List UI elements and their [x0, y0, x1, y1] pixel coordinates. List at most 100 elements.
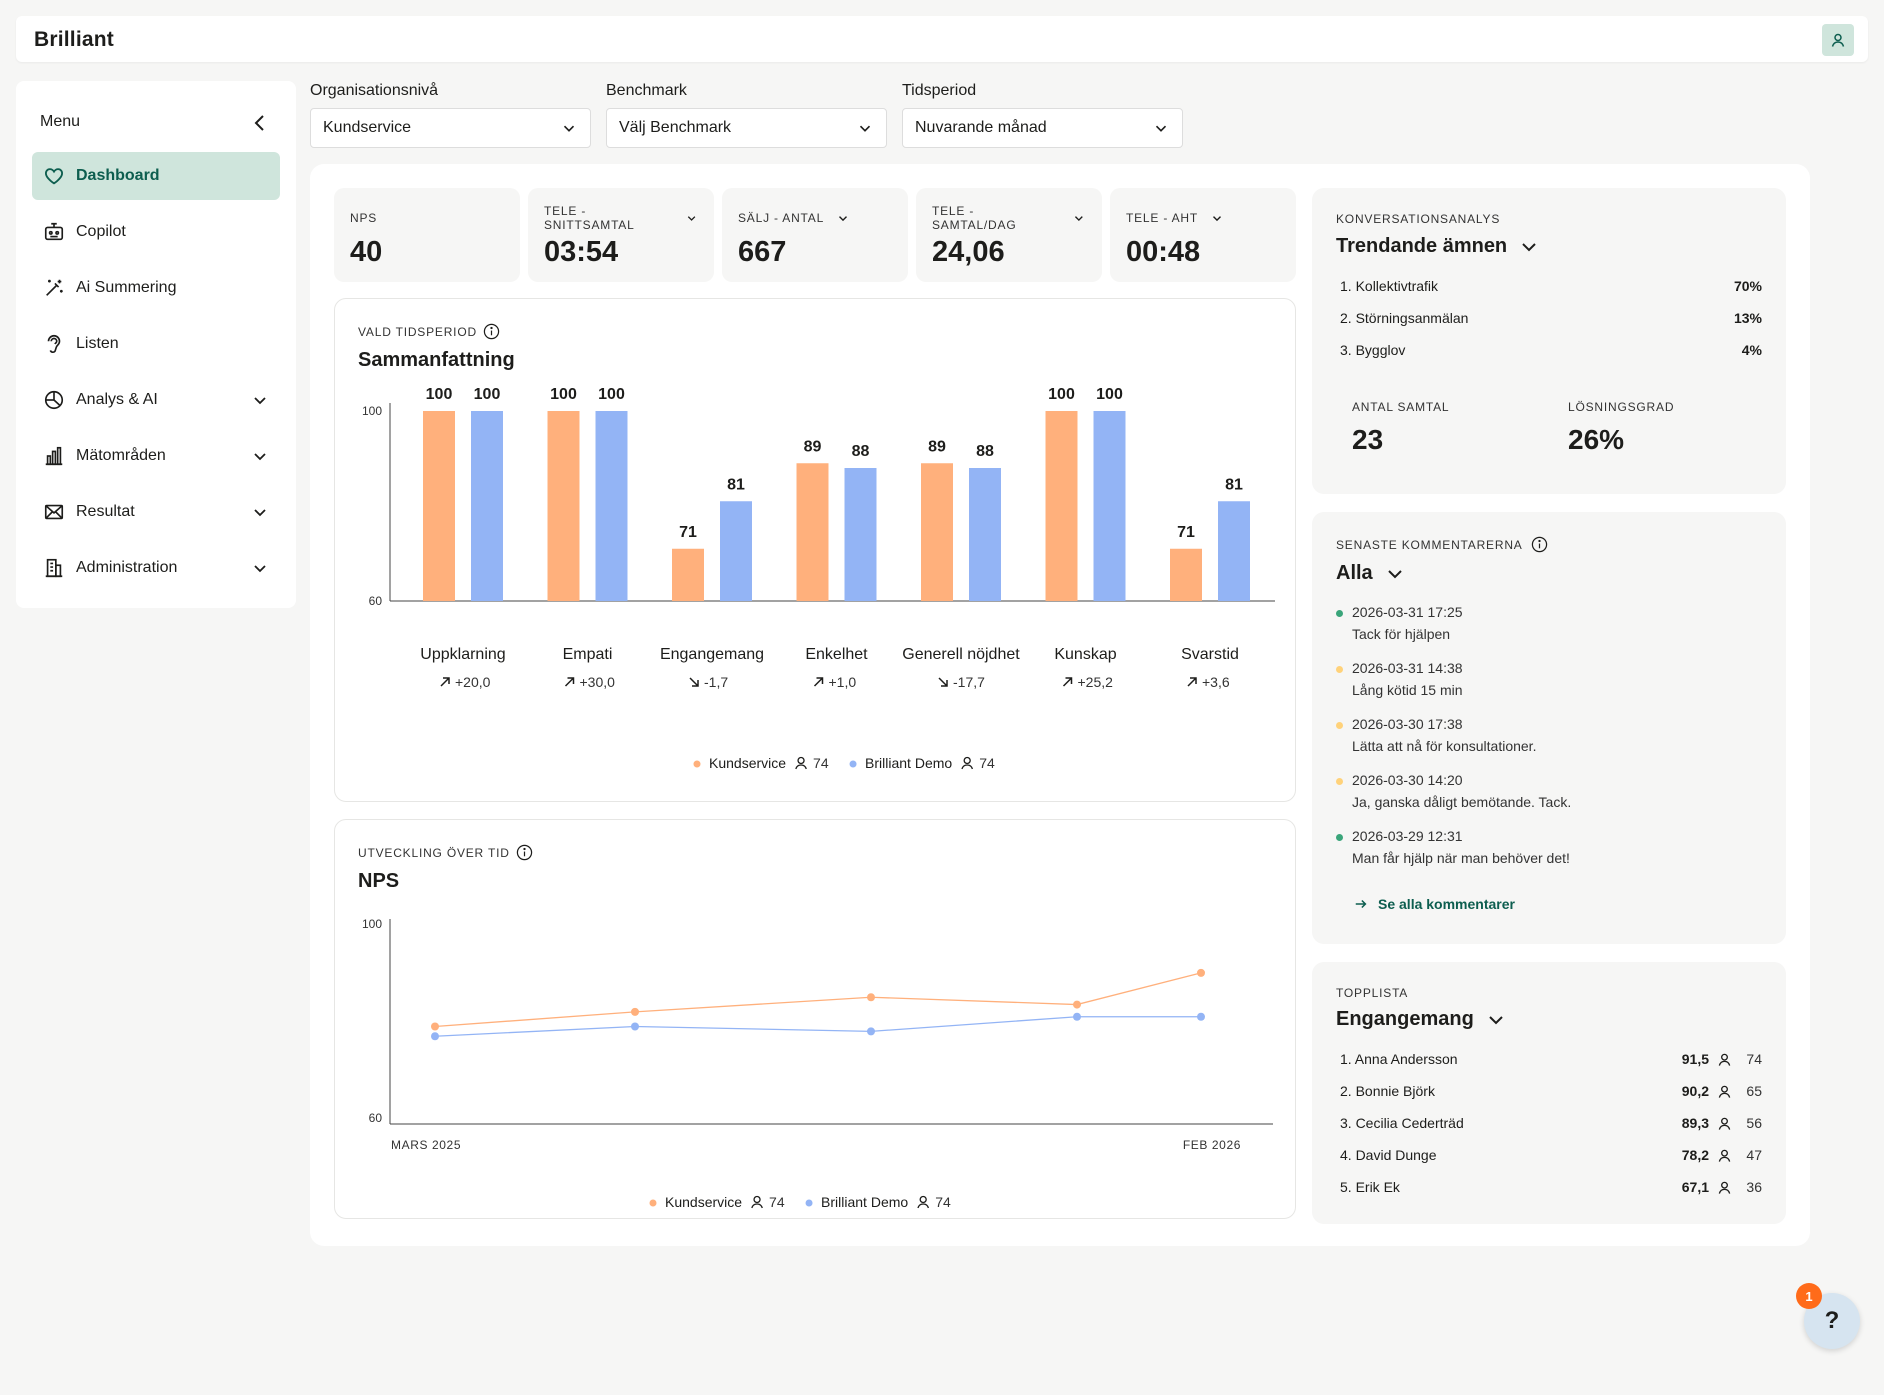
org-level-value: Kundservice: [323, 119, 412, 136]
collapse-menu-button[interactable]: [248, 111, 272, 135]
bar: [595, 411, 628, 601]
sidebar-item-label: Dashboard: [76, 167, 160, 184]
user-profile-button[interactable]: [1822, 24, 1854, 56]
summary-bar-chart: 100 60 100 100 Uppklarning +20,0 100 100 Empati +…: [362, 386, 1275, 771]
sidebar-item-label: Listen: [76, 335, 119, 352]
comments-filter-select[interactable]: Alla: [1336, 562, 1405, 585]
comment-time: 2026-03-30 17:38: [1352, 716, 1463, 732]
info-icon[interactable]: [1531, 536, 1548, 553]
calls-label: ANTAL SAMTAL: [1352, 400, 1450, 414]
see-all-comments-link[interactable]: Se alla kommentarer: [1354, 896, 1515, 912]
sidebar-item-label: Copilot: [76, 223, 126, 240]
info-icon[interactable]: [483, 323, 500, 340]
agent-score: 89,3: [1681, 1115, 1709, 1131]
top-bar: Brilliant: [16, 16, 1868, 62]
development-subtitle: UTVECKLING ÖVER TID: [358, 844, 533, 861]
chevron-down-icon[interactable]: [1072, 211, 1086, 225]
y-tick-label: 60: [369, 594, 383, 608]
bar-value-label: 71: [1177, 524, 1195, 541]
kpi-tele-aht[interactable]: TELE - AHT 00:48: [1110, 188, 1296, 282]
resolution-value: 26%: [1568, 424, 1625, 455]
org-level-label: Organisationsnivå: [310, 82, 439, 99]
sidebar-item-label: Ai Summering: [76, 279, 177, 296]
toplist-subtitle: TOPPLISTA: [1336, 986, 1409, 1000]
sentiment-dot: [1336, 778, 1343, 785]
bar-value-label: 100: [1096, 386, 1123, 403]
toplist-row: 4. David Dunge 78,2 47: [1340, 1147, 1762, 1163]
envelope-icon: [42, 500, 66, 524]
user-icon: [1831, 33, 1845, 47]
kpi-label: SÄLJ - ANTAL: [738, 210, 892, 226]
trend-up-icon: [564, 677, 575, 687]
comment-item: 2026-03-31 17:25 Tack för hjälpen: [1336, 604, 1756, 642]
comment-item: 2026-03-30 17:38 Lätta att nå för konsul…: [1336, 716, 1756, 754]
conversation-topic-select[interactable]: Trendande ämnen: [1336, 235, 1539, 258]
trend-up-icon: [1187, 677, 1197, 687]
data-point: [631, 1007, 639, 1016]
kpi-tele-samtal-dag[interactable]: TELE - SAMTAL/DAG 24,06: [916, 188, 1102, 282]
bar-value-label: 100: [550, 386, 577, 403]
sidebar-item-analys-ai[interactable]: Analys & AI: [32, 376, 280, 424]
comment-text: Tack för hjälpen: [1352, 626, 1451, 642]
bar: [471, 411, 503, 601]
sentiment-dot: [1336, 834, 1343, 841]
kpi-label: TELE - AHT: [1126, 210, 1280, 226]
bar: [969, 468, 1001, 601]
sidebar-item-label: Analys & AI: [76, 391, 158, 408]
info-icon[interactable]: [516, 844, 533, 861]
chevron-down-icon: [1489, 1015, 1503, 1024]
legend-dot: [805, 1199, 813, 1207]
sidebar-item-ai-summering[interactable]: Ai Summering: [32, 264, 280, 312]
toplist-row: 1. Anna Andersson 91,5 74: [1340, 1051, 1762, 1067]
x-tick-label: Enkelhet: [805, 646, 868, 663]
x-tick-label: MARS 2025: [391, 1138, 461, 1152]
logo[interactable]: Brilliant: [34, 28, 114, 51]
toplist-metric-select[interactable]: Engangemang: [1336, 1008, 1506, 1031]
sidebar-item-dashboard[interactable]: Dashboard: [32, 152, 280, 200]
summary-title: Sammanfattning: [358, 349, 515, 371]
agent-count: 36: [1746, 1179, 1762, 1195]
comment-item: 2026-03-30 14:20 Ja, ganska dåligt bemöt…: [1336, 772, 1756, 810]
comment-text: Man får hjälp när man behöver det!: [1352, 850, 1570, 866]
org-level-select[interactable]: Kundservice: [310, 108, 591, 148]
delta-label: +25,2: [1078, 674, 1114, 690]
comment-time: 2026-03-31 14:38: [1352, 660, 1463, 676]
user-icon: [1718, 1181, 1731, 1194]
series-line: [434, 1016, 1201, 1037]
chevron-down-icon[interactable]: [1210, 211, 1224, 225]
legend-count: 74: [935, 1194, 951, 1210]
arrow-right-icon: [1355, 899, 1367, 909]
benchmark-select[interactable]: Välj Benchmark: [606, 108, 887, 148]
comments-card: SENASTE KOMMENTARERNA Alla 2026-03-31 17…: [1312, 512, 1786, 944]
user-icon: [795, 756, 807, 770]
period-select[interactable]: Nuvarande månad: [902, 108, 1183, 148]
kpi-tele-snittsamtal[interactable]: TELE - SNITTSAMTAL 03:54: [528, 188, 714, 282]
toplist-card: TOPPLISTA Engangemang 1. Anna Andersson …: [1312, 962, 1786, 1224]
delta-label: +30,0: [580, 674, 616, 690]
bar-value-label: 81: [1225, 476, 1243, 493]
bar-chart-icon: [42, 444, 66, 468]
sidebar-item-listen[interactable]: Listen: [32, 320, 280, 368]
data-point: [1073, 1000, 1081, 1009]
bar-value-label: 71: [679, 524, 697, 541]
comments-title: Alla: [1336, 562, 1373, 584]
kpi-salj-antal[interactable]: SÄLJ - ANTAL 667: [722, 188, 908, 282]
chevron-down-icon[interactable]: [685, 211, 698, 225]
x-tick-label: FEB 2026: [1183, 1138, 1241, 1152]
bar-value-label: 89: [804, 438, 822, 455]
sidebar-item-administration[interactable]: Administration: [32, 544, 280, 592]
sidebar-item-resultat[interactable]: Resultat: [32, 488, 280, 536]
comment-item: 2026-03-31 14:38 Lång kötid 15 min: [1336, 660, 1756, 698]
chevron-down-icon: [563, 125, 575, 132]
sidebar-item-matomraden[interactable]: Mätområden: [32, 432, 280, 480]
kpi-value: 00:48: [1126, 236, 1201, 268]
sidebar-item-copilot[interactable]: Copilot: [32, 208, 280, 256]
x-tick-label: Generell nöjdhet: [902, 646, 1020, 663]
bar-value-label: 100: [474, 386, 501, 403]
chevron-down-icon: [859, 125, 871, 132]
comment-time: 2026-03-31 17:25: [1352, 604, 1463, 620]
period-filter: Tidsperiod Nuvarande månad: [902, 82, 1183, 148]
comment-time: 2026-03-30 14:20: [1352, 772, 1463, 788]
chevron-down-icon[interactable]: [836, 211, 850, 225]
x-tick-label: Uppklarning: [420, 646, 505, 663]
